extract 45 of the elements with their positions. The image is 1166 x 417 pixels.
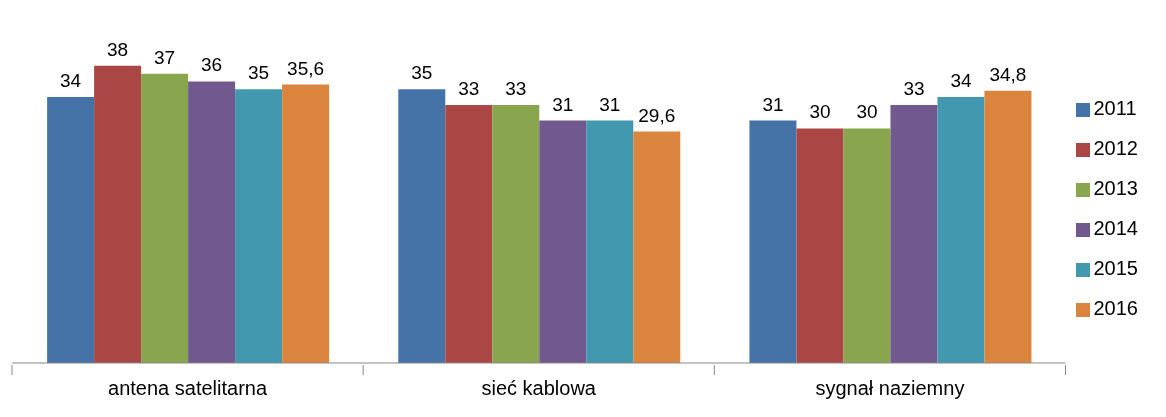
data-label: 31 [599,93,621,115]
data-label: 34,8 [989,63,1027,85]
data-label: 34 [950,70,972,92]
bar [47,97,95,363]
data-label: 35,6 [287,57,325,79]
legend-label: 2013 [1093,177,1138,199]
bar [539,120,587,363]
data-label: 33 [903,77,925,99]
bar [937,97,985,363]
bar [843,128,891,363]
bar [94,65,142,363]
bar [141,73,189,363]
data-label: 33 [505,77,527,99]
data-label: 33 [458,77,480,99]
bar [492,104,540,363]
data-label: 31 [762,93,784,115]
bar [796,128,844,363]
legend-label: 2014 [1093,217,1138,239]
bar [282,84,330,363]
bar [235,89,283,363]
x-tick-label: sygnał naziemny [815,377,965,399]
data-label: 29,6 [638,104,676,126]
bar [398,89,446,363]
bar [984,90,1032,363]
data-label: 35 [248,62,270,84]
data-label: 37 [154,46,176,68]
data-label: 34 [60,70,82,92]
legend-label: 2011 [1093,97,1137,119]
bar [445,104,493,363]
legend-label: 2015 [1093,257,1138,279]
bar [633,131,681,363]
bar [188,81,236,363]
data-label: 31 [552,93,574,115]
bar [586,120,634,363]
bar [749,120,797,363]
data-label: 38 [107,38,129,60]
legend-label: 2012 [1093,137,1138,159]
legend-label: 2016 [1093,297,1138,319]
x-tick-label: antena satelitarna [108,377,268,399]
bar [890,104,938,363]
x-tick-label: sieć kablowa [481,377,597,399]
data-label: 30 [809,101,831,123]
data-label: 30 [856,101,878,123]
data-label: 35 [411,62,433,84]
data-label: 36 [201,54,223,76]
